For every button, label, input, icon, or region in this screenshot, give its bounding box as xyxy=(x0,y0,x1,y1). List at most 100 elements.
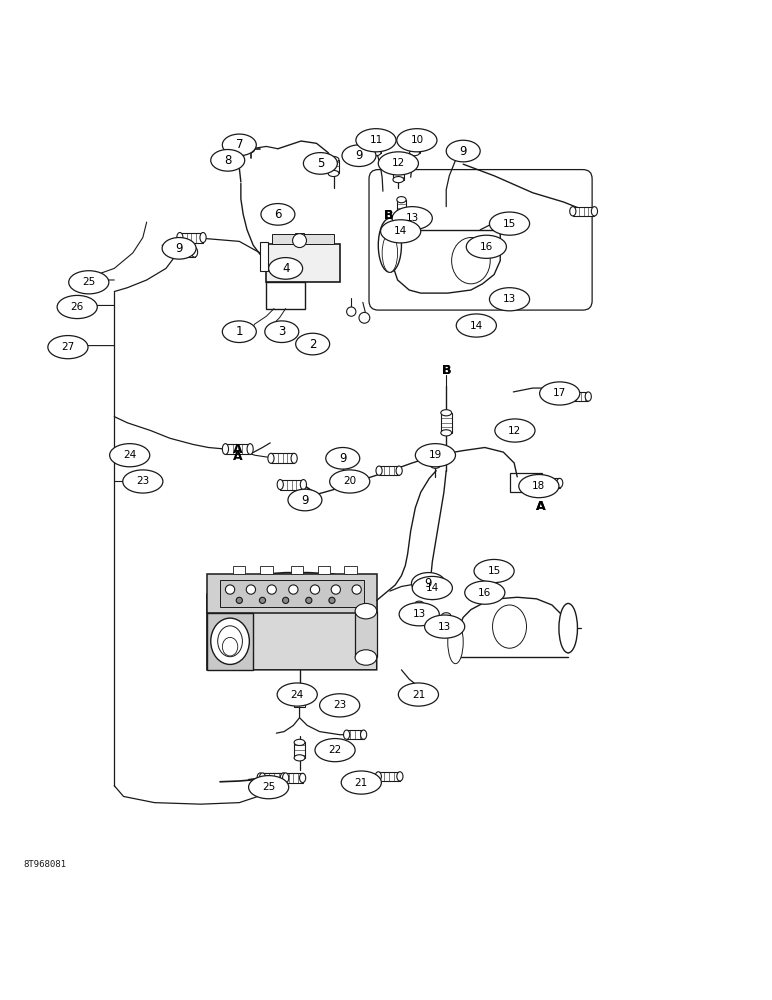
Ellipse shape xyxy=(435,579,442,588)
Ellipse shape xyxy=(375,772,381,781)
Circle shape xyxy=(329,597,335,603)
Ellipse shape xyxy=(328,156,339,163)
Ellipse shape xyxy=(428,688,435,698)
Ellipse shape xyxy=(452,238,490,284)
Ellipse shape xyxy=(514,219,520,228)
Ellipse shape xyxy=(134,451,141,460)
Bar xyxy=(336,480,356,489)
Bar xyxy=(450,146,470,156)
Ellipse shape xyxy=(447,146,453,156)
Circle shape xyxy=(247,145,255,153)
Text: 5: 5 xyxy=(317,157,324,170)
Ellipse shape xyxy=(312,494,318,503)
Bar xyxy=(225,444,250,454)
Bar xyxy=(74,278,93,287)
Ellipse shape xyxy=(320,694,360,717)
Ellipse shape xyxy=(222,444,229,454)
Ellipse shape xyxy=(50,343,56,352)
Bar xyxy=(428,583,437,596)
Ellipse shape xyxy=(294,739,305,745)
Text: 13: 13 xyxy=(438,622,452,632)
Text: 16: 16 xyxy=(478,588,492,598)
Ellipse shape xyxy=(222,637,238,656)
Ellipse shape xyxy=(211,150,245,171)
Ellipse shape xyxy=(466,235,506,258)
Ellipse shape xyxy=(211,618,249,664)
Bar xyxy=(284,773,303,783)
Text: 18: 18 xyxy=(532,481,546,491)
Bar xyxy=(378,772,400,781)
Ellipse shape xyxy=(67,343,73,352)
Bar xyxy=(347,730,364,739)
Text: B: B xyxy=(384,209,393,222)
Ellipse shape xyxy=(48,336,88,359)
Bar xyxy=(510,473,542,492)
Bar xyxy=(266,282,305,309)
Ellipse shape xyxy=(247,444,253,454)
Ellipse shape xyxy=(376,466,382,475)
Ellipse shape xyxy=(371,137,381,143)
Circle shape xyxy=(331,585,340,594)
Ellipse shape xyxy=(261,204,295,225)
Text: 9: 9 xyxy=(301,493,309,506)
Bar xyxy=(207,574,377,613)
Text: 2: 2 xyxy=(309,338,317,351)
Ellipse shape xyxy=(330,470,370,493)
Bar xyxy=(404,217,411,231)
Bar xyxy=(573,207,594,216)
Bar xyxy=(442,616,451,631)
Text: 7: 7 xyxy=(235,138,243,151)
Ellipse shape xyxy=(382,234,398,272)
Ellipse shape xyxy=(292,684,307,693)
Bar xyxy=(291,566,303,574)
Bar xyxy=(295,494,315,503)
Ellipse shape xyxy=(355,650,377,665)
Ellipse shape xyxy=(355,603,377,619)
Ellipse shape xyxy=(168,247,174,257)
Text: 20: 20 xyxy=(343,476,357,486)
Text: 25: 25 xyxy=(82,277,96,287)
Ellipse shape xyxy=(399,603,439,626)
Bar xyxy=(280,480,303,490)
Ellipse shape xyxy=(342,145,376,166)
Ellipse shape xyxy=(353,480,359,489)
Ellipse shape xyxy=(57,295,97,319)
Ellipse shape xyxy=(303,153,337,174)
Ellipse shape xyxy=(397,214,406,220)
Bar xyxy=(420,579,439,588)
Ellipse shape xyxy=(328,170,339,177)
Text: 9: 9 xyxy=(425,577,432,590)
Ellipse shape xyxy=(557,478,563,488)
Bar xyxy=(295,233,304,241)
Text: 10: 10 xyxy=(410,135,424,145)
Bar xyxy=(371,140,381,153)
Ellipse shape xyxy=(543,478,549,488)
Ellipse shape xyxy=(393,177,404,183)
Ellipse shape xyxy=(147,477,153,486)
Bar xyxy=(260,566,273,574)
Text: 26: 26 xyxy=(70,302,84,312)
Ellipse shape xyxy=(585,392,591,401)
Circle shape xyxy=(225,585,235,594)
Ellipse shape xyxy=(280,773,286,783)
Ellipse shape xyxy=(123,470,163,493)
Ellipse shape xyxy=(410,137,420,143)
Bar xyxy=(411,688,432,698)
Ellipse shape xyxy=(428,580,437,586)
Ellipse shape xyxy=(410,150,420,156)
Ellipse shape xyxy=(259,773,266,783)
Ellipse shape xyxy=(300,480,306,490)
Bar xyxy=(397,200,406,217)
Ellipse shape xyxy=(90,278,96,287)
Ellipse shape xyxy=(277,683,317,706)
Text: 3: 3 xyxy=(278,325,286,338)
Ellipse shape xyxy=(349,452,355,461)
Ellipse shape xyxy=(495,419,535,442)
Ellipse shape xyxy=(448,620,463,664)
Ellipse shape xyxy=(430,445,440,451)
Ellipse shape xyxy=(499,219,505,228)
Ellipse shape xyxy=(371,150,381,156)
Ellipse shape xyxy=(392,207,432,230)
Ellipse shape xyxy=(415,444,455,467)
Bar xyxy=(344,566,357,574)
